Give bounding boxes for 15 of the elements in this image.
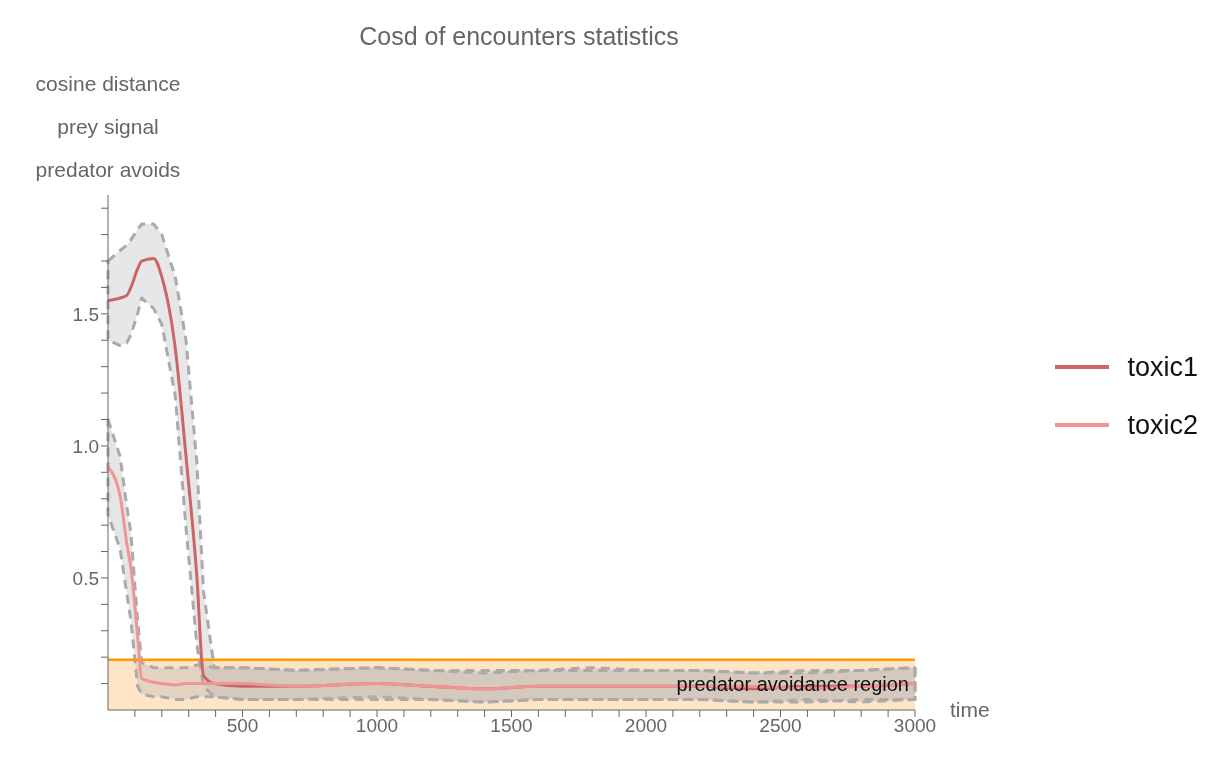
legend-label: toxic2 — [1127, 409, 1198, 441]
y-tick-label: 1.0 — [72, 435, 99, 457]
x-axis-title: time — [950, 698, 990, 722]
x-tick-label: 2000 — [624, 715, 668, 737]
y-axis-title: cosine distance prey signal predator avoids — [34, 71, 182, 183]
y-tick-label: 1.5 — [72, 303, 99, 325]
x-tick-label: 1500 — [490, 715, 533, 737]
band-label: predator avoidance region — [676, 671, 909, 696]
legend-label: toxic1 — [1127, 351, 1198, 383]
x-tick-label: 500 — [226, 715, 259, 737]
x-tick-label: 1000 — [355, 715, 399, 737]
y-tick-label: 0.5 — [72, 567, 99, 589]
x-tick-label: 3000 — [893, 715, 937, 737]
chart-title: Cosd of encounters statistics — [358, 22, 680, 51]
x-tick-label: 2500 — [759, 715, 802, 737]
